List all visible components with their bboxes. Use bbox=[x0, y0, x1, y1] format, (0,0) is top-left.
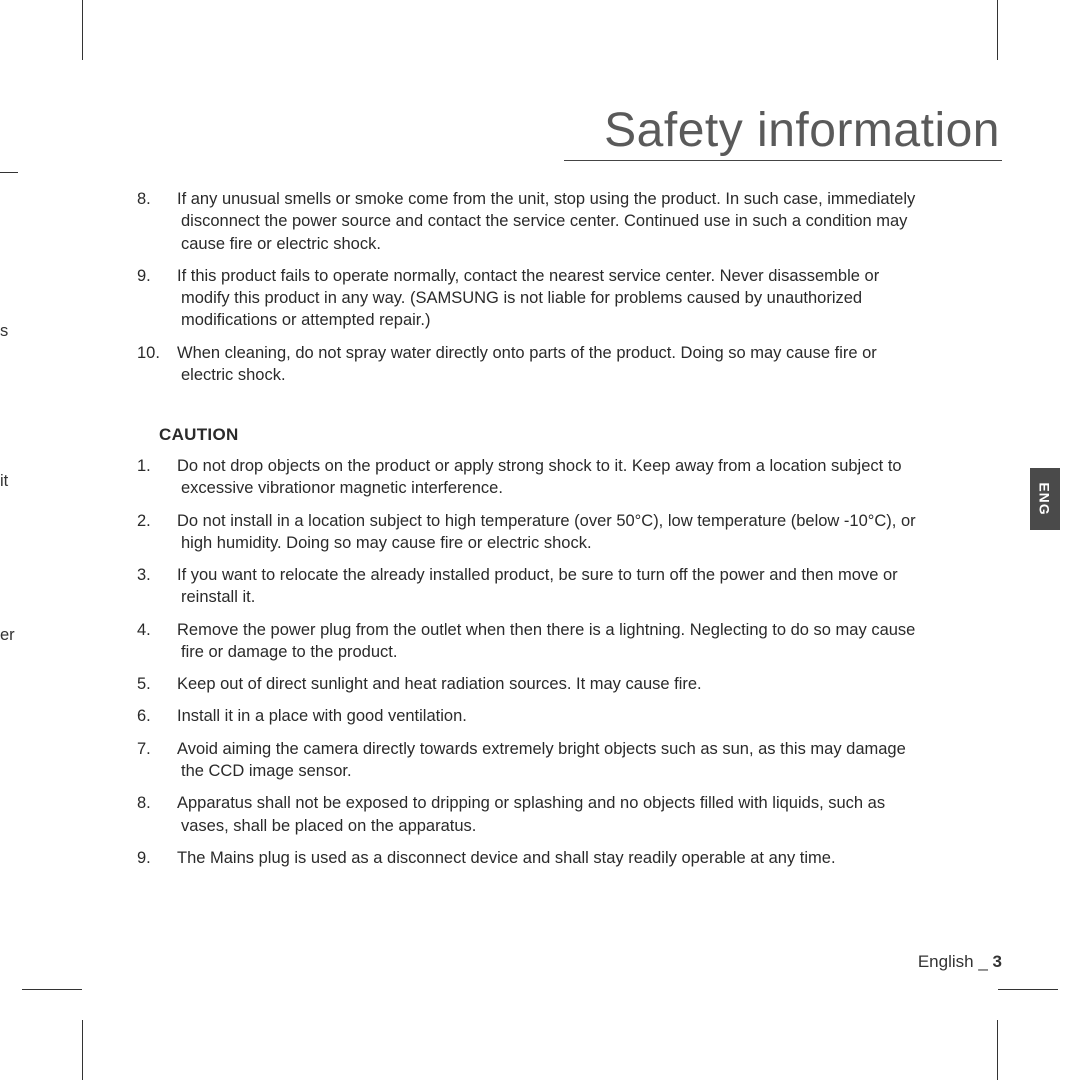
caution-item: 7. Avoid aiming the camera directly towa… bbox=[159, 738, 929, 783]
caution-item: 9. The Mains plug is used as a disconnec… bbox=[159, 847, 929, 869]
warning-item-text: When cleaning, do not spray water direct… bbox=[177, 344, 877, 384]
caution-item-number: 8. bbox=[159, 792, 177, 814]
caution-item-number: 7. bbox=[159, 738, 177, 760]
caution-item: 5. Keep out of direct sunlight and heat … bbox=[159, 673, 929, 695]
caution-item-text: Do not drop objects on the product or ap… bbox=[177, 457, 902, 497]
warning-item-number: 10. bbox=[159, 342, 177, 364]
caution-item-text: Install it in a place with good ventilat… bbox=[177, 707, 467, 725]
caution-item: 8. Apparatus shall not be exposed to dri… bbox=[159, 792, 929, 837]
caution-item-number: 6. bbox=[159, 705, 177, 727]
cutoff-text-fragment: s bbox=[0, 322, 8, 341]
caution-item-text: The Mains plug is used as a disconnect d… bbox=[177, 849, 836, 867]
caution-item-number: 9. bbox=[159, 847, 177, 869]
caution-item-text: Remove the power plug from the outlet wh… bbox=[177, 621, 915, 661]
warning-item-text: If any unusual smells or smoke come from… bbox=[177, 190, 915, 253]
caution-item-number: 1. bbox=[159, 455, 177, 477]
language-tab-label: ENG bbox=[1037, 482, 1053, 515]
page-heading-wrap: Safety information bbox=[242, 106, 1002, 161]
cutoff-text-fragment: er bbox=[0, 626, 15, 645]
body-column: 8. If any unusual smells or smoke come f… bbox=[159, 188, 929, 879]
footer-page-number: 3 bbox=[993, 952, 1002, 971]
page-frame: Safety information 8. If any unusual sme… bbox=[82, 28, 1080, 1052]
crop-mark bbox=[0, 172, 18, 173]
page-title: Safety information bbox=[564, 106, 1002, 161]
warning-item: 8. If any unusual smells or smoke come f… bbox=[159, 188, 929, 255]
page-footer: English _ 3 bbox=[918, 952, 1002, 972]
warning-item-number: 9. bbox=[159, 265, 177, 287]
warning-item-text: If this product fails to operate normall… bbox=[177, 267, 879, 330]
caution-item: 2. Do not install in a location subject … bbox=[159, 510, 929, 555]
footer-language: English bbox=[918, 952, 974, 971]
caution-item-number: 2. bbox=[159, 510, 177, 532]
language-tab: ENG bbox=[1030, 468, 1060, 530]
caution-item: 1. Do not drop objects on the product or… bbox=[159, 455, 929, 500]
cutoff-text-fragment: it bbox=[0, 472, 8, 491]
caution-item: 4. Remove the power plug from the outlet… bbox=[159, 619, 929, 664]
caution-heading: CAUTION bbox=[159, 424, 929, 447]
caution-item-number: 5. bbox=[159, 673, 177, 695]
warning-item-number: 8. bbox=[159, 188, 177, 210]
warning-item: 9. If this product fails to operate norm… bbox=[159, 265, 929, 332]
caution-item-text: Do not install in a location subject to … bbox=[177, 512, 916, 552]
warning-list: 8. If any unusual smells or smoke come f… bbox=[159, 188, 929, 386]
caution-item-text: Apparatus shall not be exposed to drippi… bbox=[177, 794, 885, 834]
caution-item-text: Keep out of direct sunlight and heat rad… bbox=[177, 675, 702, 693]
caution-item-number: 3. bbox=[159, 564, 177, 586]
footer-separator: _ bbox=[978, 952, 987, 971]
crop-mark bbox=[22, 989, 82, 990]
warning-item: 10. When cleaning, do not spray water di… bbox=[159, 342, 929, 387]
caution-item-number: 4. bbox=[159, 619, 177, 641]
caution-list: 1. Do not drop objects on the product or… bbox=[159, 455, 929, 869]
caution-item: 3. If you want to relocate the already i… bbox=[159, 564, 929, 609]
caution-item-text: If you want to relocate the already inst… bbox=[177, 566, 898, 606]
caution-item-text: Avoid aiming the camera directly towards… bbox=[177, 740, 906, 780]
caution-item: 6. Install it in a place with good venti… bbox=[159, 705, 929, 727]
